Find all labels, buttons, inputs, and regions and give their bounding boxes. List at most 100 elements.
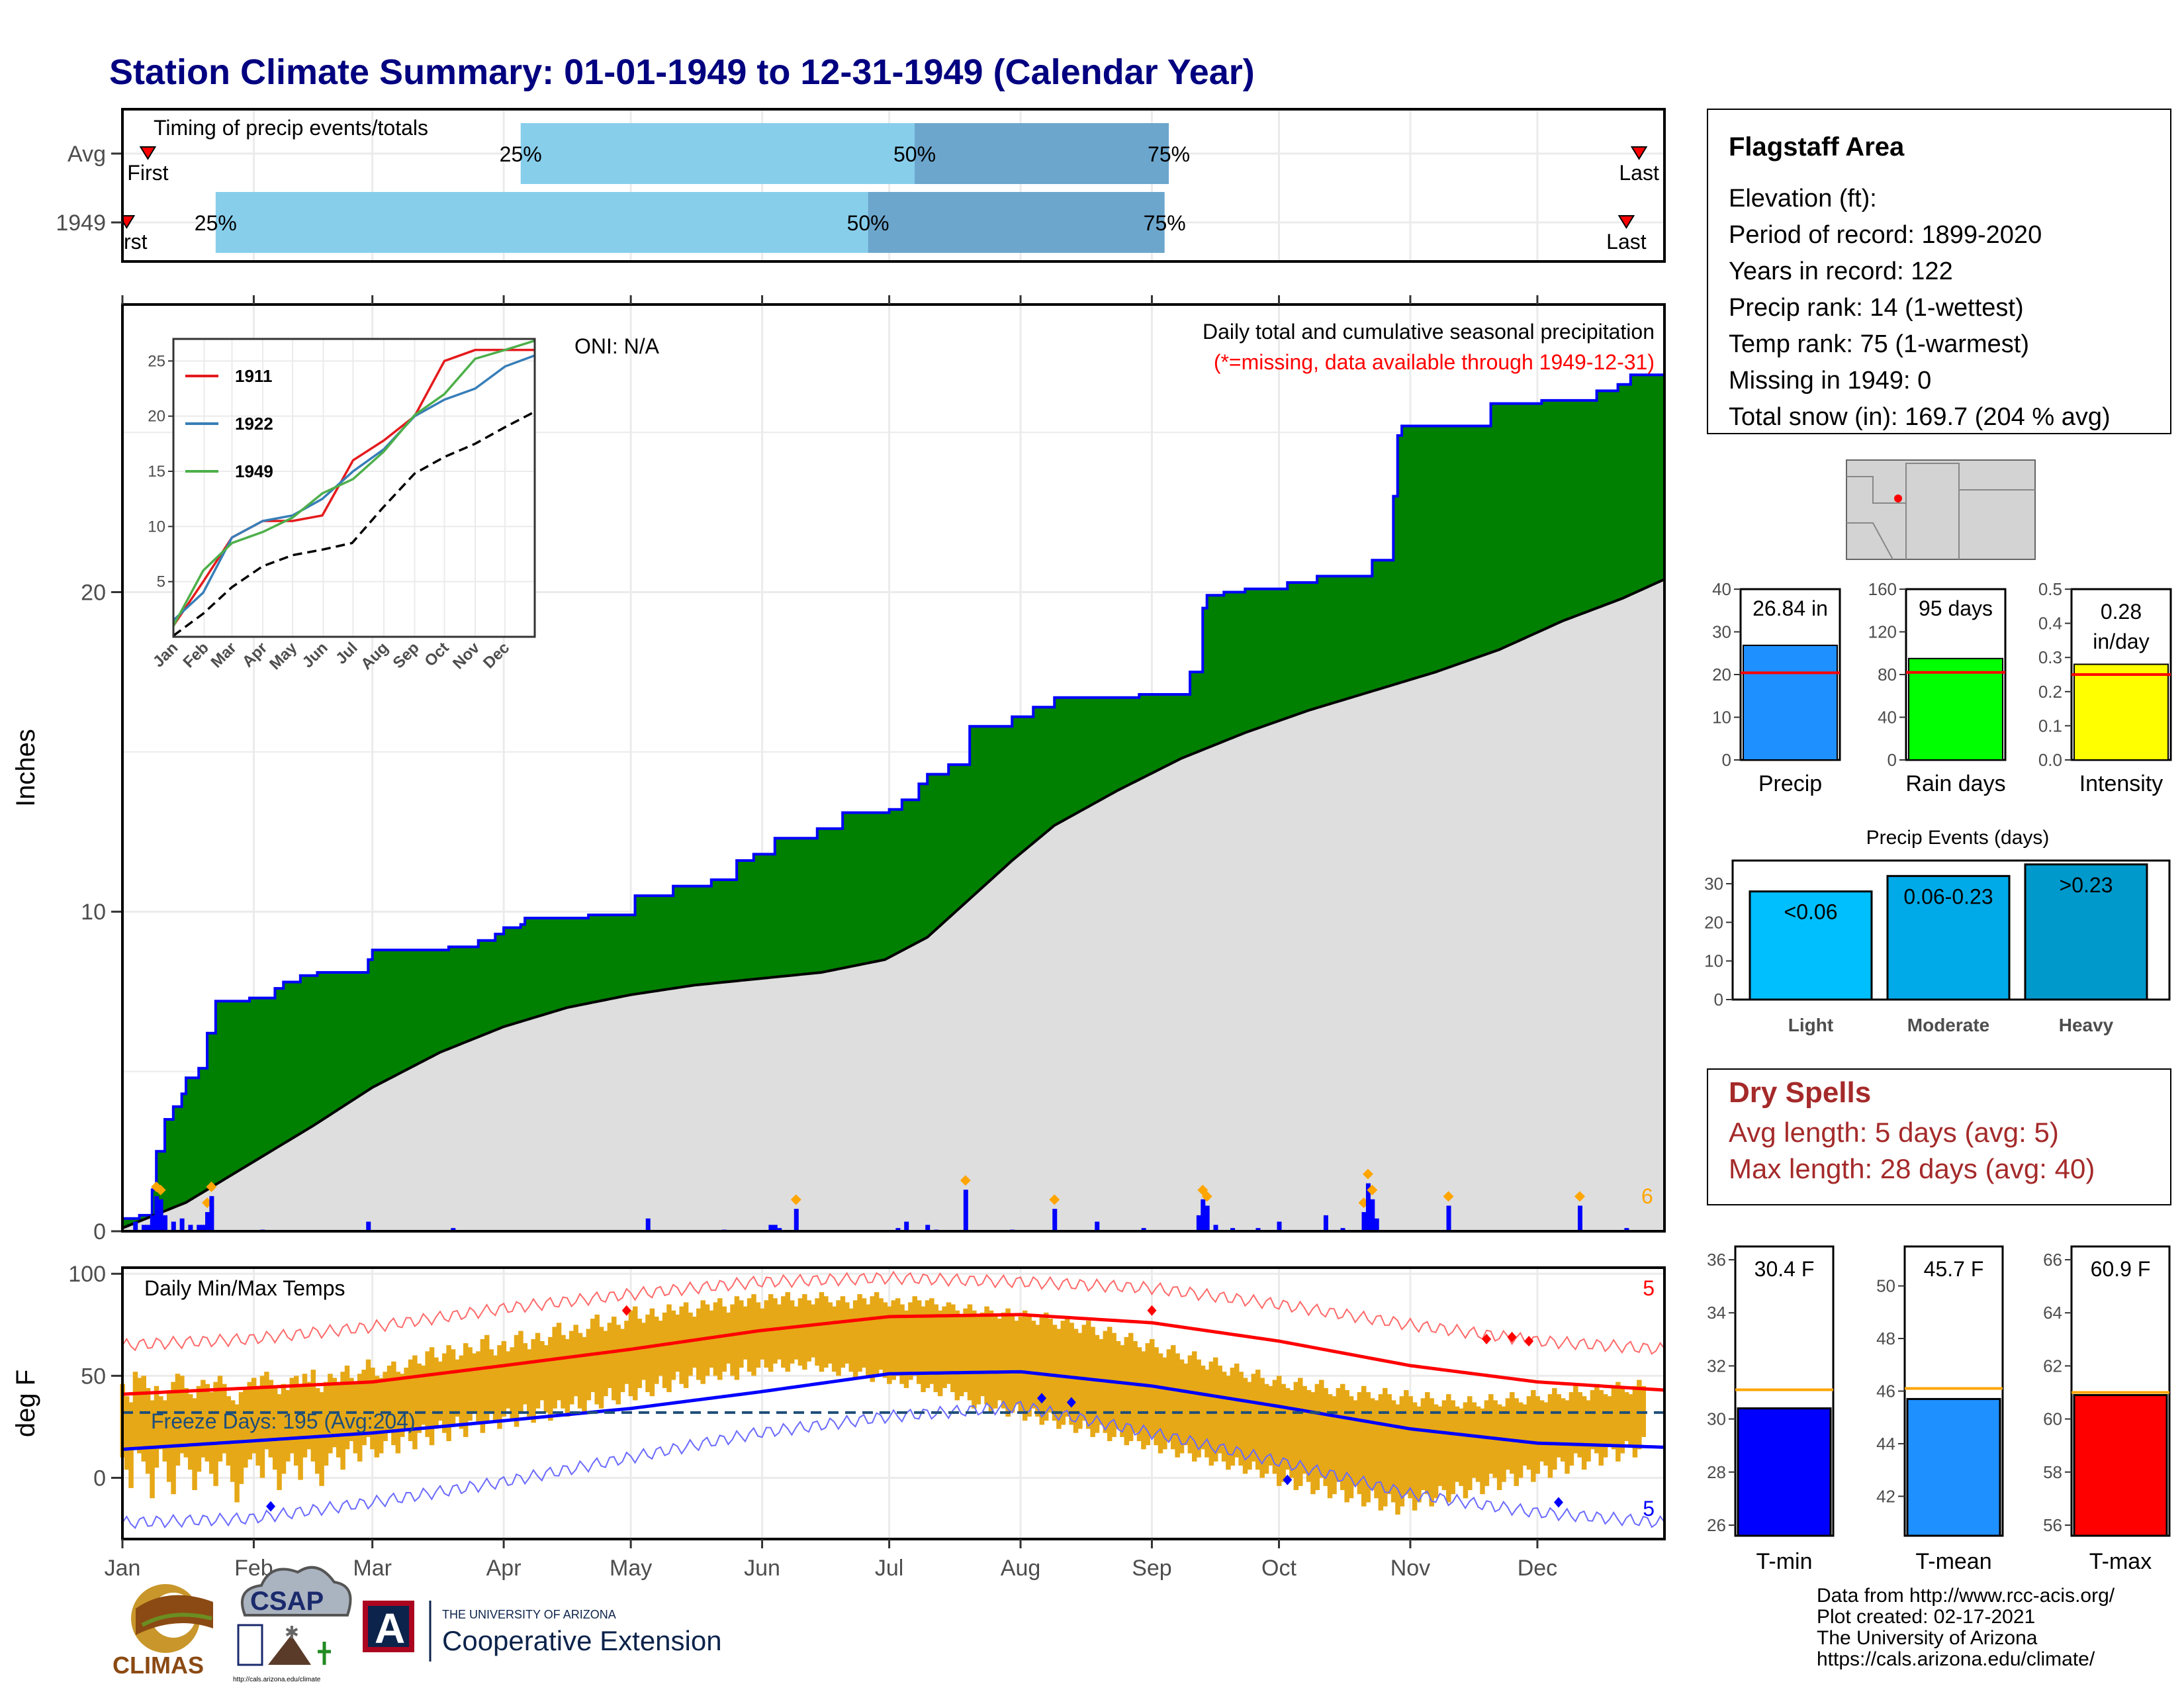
daily-precip-bar xyxy=(451,1228,456,1231)
daily-temp-bar xyxy=(772,1298,778,1364)
timing-panel-border xyxy=(121,108,1666,263)
temp-y-tick-label: 0 xyxy=(93,1466,106,1491)
daily-temp-bar xyxy=(1230,1368,1236,1466)
daily-temp-bar xyxy=(420,1365,426,1425)
daily-temp-bar xyxy=(158,1396,163,1450)
month-axis: Jan Feb Mar Apr May Jun Jul Aug Sep Oct Nov Dec xyxy=(105,295,1557,1581)
daily-temp-bar xyxy=(645,1314,651,1393)
month-tick-label: Aug xyxy=(1001,1556,1041,1581)
daily-temp-bar xyxy=(310,1370,316,1462)
daily-temp-bar xyxy=(988,1310,994,1413)
record-low-marker xyxy=(1283,1474,1293,1485)
daily-precip-bar xyxy=(1370,1199,1375,1231)
daily-temp-bar xyxy=(903,1310,909,1388)
daily-temp-bar xyxy=(277,1394,282,1491)
daily-temp-bar xyxy=(1310,1392,1316,1495)
summary-bar-unit: in/day xyxy=(2093,630,2149,653)
daily-temp-bar xyxy=(1501,1406,1506,1482)
daily-temp-bar xyxy=(527,1349,532,1417)
daily-temp-bar xyxy=(1259,1378,1265,1478)
daily-temp-bar xyxy=(751,1294,756,1376)
daily-temp-bar xyxy=(852,1300,858,1380)
daily-temp-bar xyxy=(437,1361,443,1421)
daily-temp-bar xyxy=(145,1387,151,1474)
daily-temp-bar xyxy=(929,1298,934,1384)
record-high-marker xyxy=(1147,1305,1157,1316)
daily-record-marker xyxy=(1197,1184,1208,1196)
daily-temp-bar xyxy=(425,1351,430,1437)
daily-temp-bar xyxy=(467,1347,473,1421)
daily-temp-bar xyxy=(522,1343,528,1405)
daily-temp-bar xyxy=(1043,1312,1049,1421)
daily-temp-bar xyxy=(1120,1345,1125,1437)
daily-temp-bar xyxy=(1632,1385,1638,1458)
daily-temp-bar xyxy=(1543,1402,1549,1466)
daily-temp-bar xyxy=(937,1310,943,1397)
daily-temp-bar xyxy=(1272,1380,1278,1474)
inset-legend-label: 1949 xyxy=(235,461,273,481)
daily-precip-bar xyxy=(1374,1218,1379,1231)
daily-temp-bar xyxy=(141,1376,147,1462)
summary-bar-label: Rain days xyxy=(1905,771,2005,796)
month-tick-label: Jun xyxy=(744,1556,780,1581)
daily-precip-bar xyxy=(925,1225,931,1231)
daily-temp-bar xyxy=(264,1372,269,1450)
daily-temp-bar xyxy=(556,1323,562,1401)
daily-temp-bar xyxy=(1429,1398,1434,1507)
daily-record-marker xyxy=(155,1184,166,1196)
daily-temp-bar xyxy=(679,1306,684,1384)
inset-y-tick-label: 10 xyxy=(148,518,165,536)
month-tick-label: Dec xyxy=(1518,1556,1557,1581)
daily-temp-bar xyxy=(565,1338,570,1417)
csap-url: http://cals.arizona.edu/climate xyxy=(233,1676,321,1683)
daily-temp-bar xyxy=(1412,1402,1418,1511)
daily-precip-bar xyxy=(146,1225,151,1231)
daily-temp-bar xyxy=(1107,1327,1113,1442)
daily-temp-bar xyxy=(1196,1359,1201,1458)
page-title: Station Climate Summary: 01-01-1949 to 1… xyxy=(109,52,1255,92)
daily-temp-bar xyxy=(1289,1389,1295,1478)
summary-bar-tick-label: 0.5 xyxy=(2038,579,2062,599)
daily-temp-bar xyxy=(1115,1340,1121,1429)
daily-temp-bar xyxy=(535,1333,541,1409)
daily-temp-bar xyxy=(1446,1394,1451,1503)
daily-temp-bar xyxy=(175,1374,181,1466)
daily-temp-bar xyxy=(1623,1392,1629,1442)
last-event-label: Last xyxy=(1619,161,1659,185)
events-bar-moderate xyxy=(1886,874,2011,1001)
station-info-line: Precip rank: 14 (1-wettest) xyxy=(1729,294,2024,322)
daily-temp-bar xyxy=(831,1306,837,1372)
inset-border xyxy=(172,338,536,638)
daily-temp-bar xyxy=(1463,1402,1469,1499)
daily-temp-bar xyxy=(1581,1396,1587,1470)
daily-temp-bar xyxy=(1480,1408,1485,1495)
daily-temp-bar xyxy=(840,1296,846,1368)
temp-bar-tick-label: 60 xyxy=(2043,1409,2062,1429)
daily-precip-bar xyxy=(895,1228,901,1231)
summary-bar-tick-label: 40 xyxy=(1878,708,1897,727)
daily-temp-bar xyxy=(573,1325,578,1397)
daily-temp-bar xyxy=(1221,1372,1227,1462)
daily-temp-bar xyxy=(954,1310,960,1401)
timing-q75-label: 75% xyxy=(1148,142,1190,166)
events-bar-label: Heavy xyxy=(2059,1015,2114,1035)
daily-temp-bar xyxy=(1277,1376,1282,1486)
daily-temp-bar xyxy=(844,1302,850,1364)
temp-bar-tick-label: 56 xyxy=(2043,1515,2062,1535)
first-event-marker xyxy=(139,146,157,160)
timing-q50-q75-bar xyxy=(868,192,1165,253)
temp-bar-t-min xyxy=(1737,1407,1832,1537)
timing-q50-label: 50% xyxy=(847,211,889,235)
daily-temp-bar xyxy=(730,1304,735,1376)
daily-precip-bar xyxy=(154,1196,159,1231)
daily-temp-bar xyxy=(1039,1316,1045,1425)
daily-temp-bar xyxy=(785,1291,790,1372)
daily-temp-bar xyxy=(713,1302,719,1376)
daily-temp-bar xyxy=(387,1365,392,1433)
daily-temp-bar xyxy=(717,1298,723,1380)
daily-temp-bar xyxy=(1450,1400,1455,1495)
temp-bar-tick-label: 58 xyxy=(2043,1462,2062,1482)
daily-precip-bar xyxy=(1624,1228,1629,1231)
timing-q50-label: 50% xyxy=(893,142,936,166)
daily-temp-bar xyxy=(641,1323,647,1380)
